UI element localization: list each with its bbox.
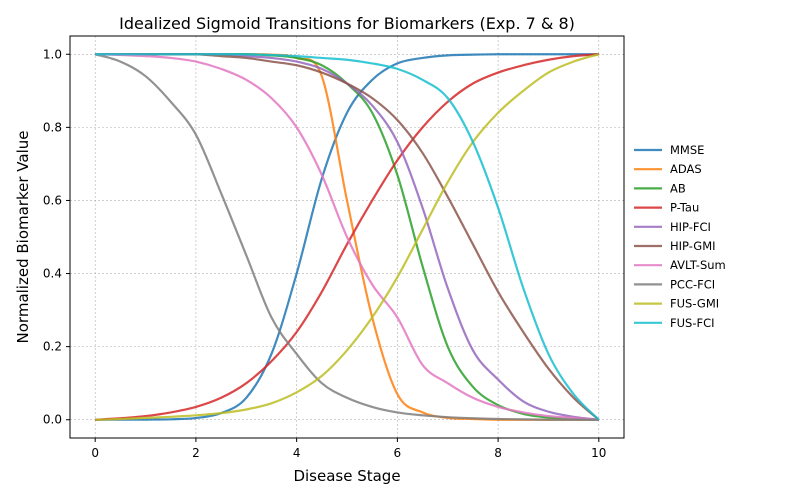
series-line-p-tau	[95, 53, 599, 421]
series-lines	[94, 53, 600, 421]
legend-label: ADAS	[670, 162, 702, 176]
legend-label: HIP-GMI	[670, 239, 716, 253]
y-tick-label: 0.8	[43, 120, 62, 134]
series-line-mmse	[95, 53, 599, 421]
legend-label: AVLT-Sum	[670, 258, 726, 272]
legend: MMSE ADAS AB P-Tau HIP-FCI HIP-GMI AVLT-Sum PCC…	[634, 143, 726, 330]
x-tick-label: 10	[591, 446, 606, 460]
legend-label: P-Tau	[670, 201, 699, 215]
y-axis-title: Normalized Biomarker Value	[14, 131, 32, 344]
x-tick-label: 2	[192, 446, 200, 460]
x-tick-label: 4	[293, 446, 301, 460]
x-tick-label: 8	[494, 446, 502, 460]
y-tick-label: 0.6	[43, 193, 62, 207]
y-tick-label: 0.0	[43, 413, 62, 427]
y-tick-label: 1.0	[43, 47, 62, 61]
axis-ticks: 0 2 4 6 8 10 0.0 0.2 0.4 0.6 0.8 1.0	[43, 47, 607, 460]
legend-label: MMSE	[670, 143, 704, 157]
chart-title: Idealized Sigmoid Transitions for Biomar…	[119, 14, 575, 33]
series-line-avlt-sum	[95, 53, 599, 421]
y-tick-label: 0.4	[43, 267, 62, 281]
legend-label: PCC-FCI	[670, 277, 715, 291]
y-tick-label: 0.2	[43, 340, 62, 354]
series-line-fus-fci	[95, 53, 600, 421]
plot-frame	[69, 35, 625, 439]
legend-label: AB	[670, 181, 686, 195]
legend-label: FUS-FCI	[670, 316, 715, 330]
legend-label: FUS-GMI	[670, 297, 719, 311]
series-line-pcc-fci	[94, 53, 599, 421]
legend-label: HIP-FCI	[670, 220, 711, 234]
x-tick-label: 0	[91, 446, 99, 460]
x-tick-label: 6	[394, 446, 402, 460]
x-axis-title: Disease Stage	[293, 467, 400, 485]
series-line-fus-gmi	[95, 53, 600, 421]
